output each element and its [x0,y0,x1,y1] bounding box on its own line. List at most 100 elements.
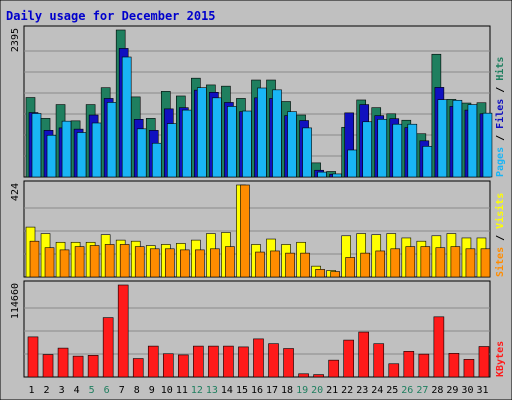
bar-pages-day-25 [392,123,403,178]
legend-entry-pages: Pages [495,147,506,177]
bar-kbytes-day-16 [253,338,264,378]
x-tick-label: 31 [476,385,488,396]
x-tick-label: 14 [221,385,233,396]
bar-kbytes-day-19 [298,373,309,378]
x-tick-label: 26 [401,385,413,396]
bar-pages-day-3 [61,120,72,178]
bar-sites-day-29 [450,246,461,278]
x-tick-label: 22 [341,385,353,396]
legend-entry-kbytes: KBytes [495,341,506,377]
bar-sites-day-6 [104,244,115,278]
bar-kbytes-day-3 [57,347,69,378]
bar-pages-day-16 [257,87,267,178]
bar-sites-day-21 [330,271,340,278]
bar-pages-day-15 [242,110,252,178]
bar-sites-day-16 [255,251,265,278]
bar-kbytes-day-18 [283,348,294,378]
legend-text: KBytes [495,341,506,377]
bar-kbytes-day-6 [102,317,114,378]
bar-pages-day-10 [166,123,177,178]
legend-entry-sites: Sites [494,247,506,277]
bar-kbytes-day-2 [42,354,54,378]
x-tick-label: 5 [89,385,95,396]
bar-sites-day-7 [119,244,130,278]
bar-pages-day-19 [302,127,312,178]
bar-sites-day-3 [59,249,70,278]
legend-text: Sites / Visits [494,193,506,277]
y-max-label: 114660 [10,283,21,319]
legend-separator: / [495,229,506,247]
x-tick-label: 1 [29,385,35,396]
bar-pages-day-1 [31,113,42,178]
x-tick-label: 11 [176,385,188,396]
bar-sites-day-8 [134,246,145,278]
bar-kbytes-day-22 [343,339,354,378]
bar-sites-day-9 [149,248,160,278]
bar-sites-day-20 [315,269,325,278]
bar-sites-day-28 [435,247,446,278]
x-tick-label: 12 [191,385,203,396]
panel-visits-sites: 424 Sites / Visits [10,180,506,278]
x-tick-label: 15 [236,385,248,396]
bar-kbytes-day-11 [178,354,189,378]
bar-sites-day-24 [375,250,386,278]
x-tick-label: 8 [134,385,140,396]
bar-kbytes-day-30 [463,359,475,378]
bar-pages-day-30 [467,104,478,178]
bar-kbytes-day-31 [478,346,490,378]
x-tick-label: 29 [446,385,458,396]
bar-sites-day-17 [270,250,280,278]
x-tick-label: 25 [386,385,398,396]
bar-pages-day-21 [332,173,342,178]
bar-sites-day-12 [195,249,205,278]
legend-separator: / [495,81,506,99]
x-tick-label: 21 [326,385,338,396]
bar-sites-day-30 [465,248,476,278]
y-max-label: 424 [10,183,21,201]
x-tick-label: 28 [431,385,443,396]
bar-pages-day-12 [197,87,207,178]
bar-pages-day-9 [151,142,162,178]
y-max-label: 2395 [10,28,21,52]
bar-pages-day-28 [437,99,448,178]
bar-kbytes-day-25 [388,363,400,378]
bar-pages-day-6 [106,102,117,178]
bar-pages-day-31 [482,112,493,178]
bar-sites-day-26 [405,246,416,278]
x-tick-label: 19 [296,385,308,396]
bar-pages-day-14 [227,106,237,178]
bar-kbytes-day-17 [268,343,279,378]
x-tick-label: 10 [161,385,173,396]
bar-kbytes-day-7 [117,284,129,378]
bar-kbytes-day-4 [72,355,84,378]
bar-sites-day-31 [480,248,491,278]
x-tick-label: 7 [119,385,125,396]
bar-sites-day-14 [225,246,235,278]
x-tick-label: 2 [44,385,50,396]
bar-sites-day-19 [300,252,310,278]
legend-entry-files: Files [494,99,506,129]
bar-pages-day-2 [46,134,57,178]
legend-kbytes: KBytes [495,341,506,377]
bar-sites-day-4 [74,246,85,278]
bar-pages-day-29 [452,99,463,178]
bar-kbytes-day-5 [87,355,99,378]
bar-kbytes-day-26 [403,351,415,378]
legend-text: Pages / Files / Hits [494,57,506,177]
bar-kbytes-day-28 [433,316,445,378]
bar-pages-day-27 [422,146,433,178]
bar-pages-day-22 [347,149,357,178]
x-tick-label: 17 [266,385,278,396]
bar-pages-day-26 [407,123,418,178]
x-tick-label: 23 [356,385,368,396]
bar-sites-day-10 [164,248,175,278]
bar-pages-day-23 [362,121,373,178]
bar-pages-day-7 [121,56,132,178]
bar-pages-day-11 [182,109,192,178]
x-tick-label: 24 [371,385,383,396]
bar-kbytes-day-29 [448,353,460,378]
x-tick-label: 18 [281,385,293,396]
legend-entry-visits: Visits [494,193,506,229]
x-tick-label: 27 [416,385,428,396]
